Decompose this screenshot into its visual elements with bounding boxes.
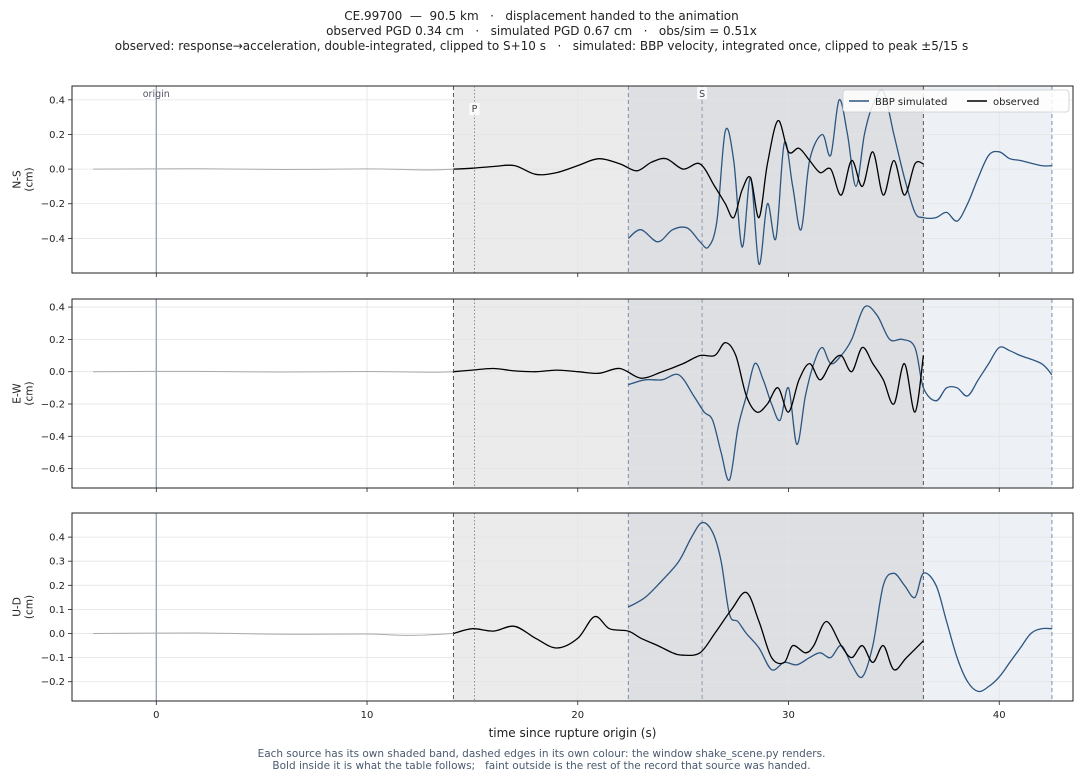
footer-note-line-1: Each source has its own shaded band, das… [257, 748, 826, 760]
y-tick-label: 0.2 [49, 130, 65, 141]
y-tick-label: 0.1 [49, 605, 65, 616]
p-label: P [472, 104, 478, 115]
y-axis-label: N-S(cm) [11, 167, 35, 191]
y-axis-label-line: U-D [11, 597, 23, 617]
legend [842, 89, 1070, 113]
simulated-trace [627, 521, 1052, 693]
observed-faint-trace [93, 370, 454, 373]
observed-window-band [453, 86, 629, 273]
simulated-trace [628, 305, 1053, 481]
y-tick-label: 0.3 [49, 557, 65, 568]
s-label: S [699, 89, 705, 100]
panel-1: −0.4 −0.2 0.0 0.2 0.4 N-S(cm) origin P S BBP simu… [11, 85, 1074, 277]
simulated-window-band [923, 299, 1052, 488]
y-axis-label-line: (cm) [24, 595, 36, 619]
y-tick-label: −0.2 [41, 199, 65, 210]
observed-trace [453, 591, 924, 671]
x-tick-label: 20 [571, 710, 584, 721]
y-axis-label: U-D(cm) [11, 595, 35, 619]
y-axis-label-line: (cm) [24, 167, 36, 191]
x-tick-label: 10 [361, 710, 374, 721]
observed-trace [453, 341, 925, 413]
y-tick-label: 0.0 [49, 629, 65, 640]
y-tick-label: 0.4 [49, 303, 65, 314]
y-axis-label: E-W(cm) [11, 381, 35, 405]
observed-window-band [453, 513, 629, 701]
y-tick-label: −0.1 [41, 653, 65, 664]
origin-label: origin [143, 89, 170, 100]
y-tick-label: 0.4 [49, 533, 65, 544]
y-tick-label: 0.2 [49, 335, 65, 346]
y-axis-label-line: E-W [11, 383, 23, 404]
y-tick-label: −0.4 [41, 234, 65, 245]
y-tick-label: 0.4 [49, 95, 65, 106]
panel-frame [71, 512, 1074, 702]
y-axis-label-line: N-S [11, 170, 23, 189]
overlap-window-band [628, 513, 924, 701]
x-tick-label: 30 [782, 710, 795, 721]
panel-frame [71, 85, 1074, 274]
y-tick-label: −0.4 [41, 432, 65, 443]
panel-frame [71, 298, 1074, 489]
x-tick-label: 0 [153, 710, 159, 721]
panel-2: −0.6 −0.4 −0.2 0.0 0.2 0.4 E-W(cm) [11, 298, 1074, 492]
y-tick-label: 0.0 [49, 165, 65, 176]
s-label-box [697, 87, 708, 99]
x-tick-label: 40 [993, 710, 1006, 721]
overlap-window-band [628, 299, 924, 488]
y-tick-label: 0.2 [49, 581, 65, 592]
y-tick-label: −0.2 [41, 400, 65, 411]
legend-label-simulated: BBP simulated [875, 97, 947, 108]
y-tick-label: −0.6 [41, 464, 65, 475]
chart-title-line-2: observed PGD 0.34 cm · simulated PGD 0.6… [326, 24, 757, 38]
panel-3: −0.2 −0.1 0.0 0.1 0.2 0.3 0.4 0 10 20 30 40 U-D(cm) [11, 512, 1074, 721]
simulated-window-band [923, 86, 1052, 273]
chart-title-line-3: observed: response→acceleration, double-… [114, 39, 969, 53]
observed-window-band [453, 299, 629, 488]
x-axis-label: time since rupture origin (s) [489, 726, 657, 740]
overlap-window-band [628, 86, 924, 273]
y-axis-label-line: (cm) [24, 381, 36, 405]
legend-label-observed: observed [993, 97, 1039, 108]
observed-faint-trace [93, 632, 454, 636]
p-label-box [469, 103, 480, 115]
footer-note-line-2: Bold inside it is what the table follows… [272, 760, 811, 772]
y-tick-label: 0.0 [49, 367, 65, 378]
observed-faint-trace [93, 168, 454, 171]
simulated-window-band [923, 513, 1052, 701]
observed-trace [453, 119, 924, 219]
chart-title-line-1: CE.99700 — 90.5 km · displacement handed… [344, 9, 739, 23]
y-tick-label: −0.2 [41, 677, 65, 688]
simulated-trace [627, 89, 1052, 265]
